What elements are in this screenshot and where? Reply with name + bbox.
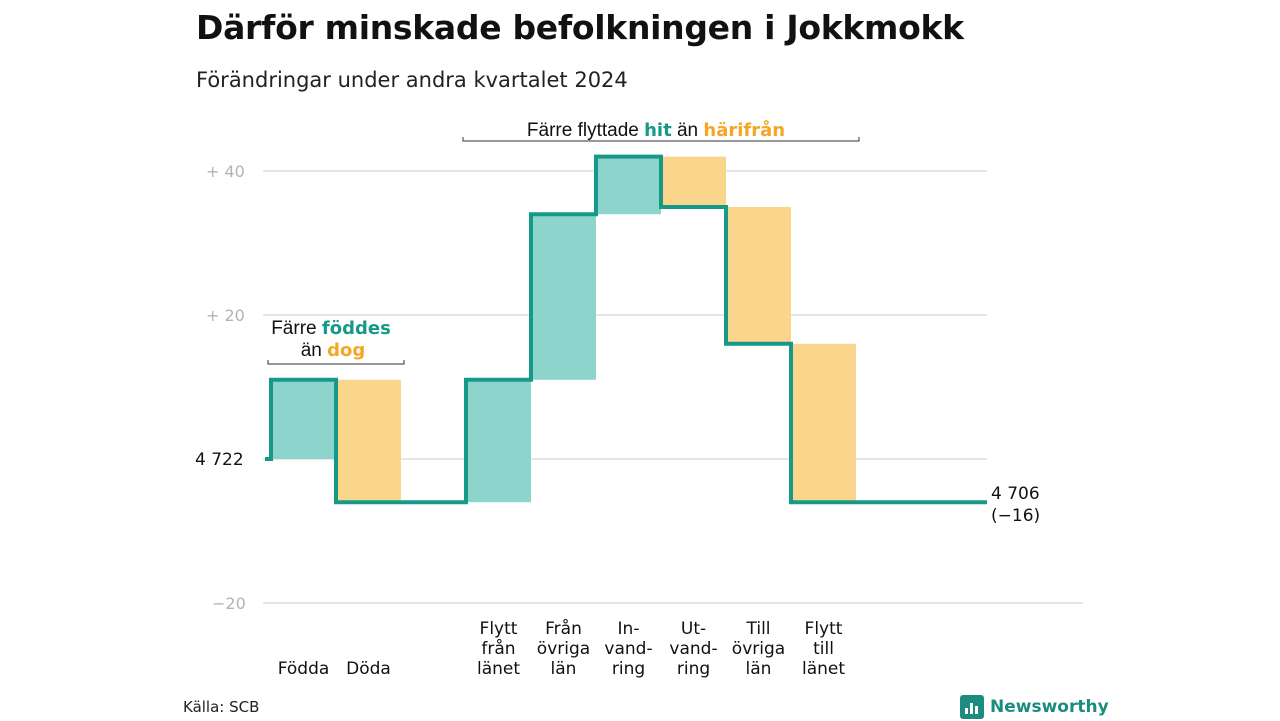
- category-label: Till övriga län: [732, 619, 785, 679]
- y-tick-label: −20: [212, 594, 246, 613]
- chart-subtitle: Förändringar under andra kvartalet 2024: [196, 68, 628, 92]
- category-label: Flytt till länet: [802, 619, 845, 679]
- chart-title: Därför minskade befolkningen i Jokkmokk: [196, 8, 964, 47]
- category-label: In-vand-ring: [604, 619, 652, 679]
- waterfall-bar: [791, 343, 856, 503]
- y-tick-label: + 40: [206, 162, 245, 181]
- waterfall-bar: [661, 156, 726, 207]
- brand-logo: Newsworthy: [960, 693, 1109, 721]
- start-value-label: 4 722: [195, 450, 244, 470]
- waterfall-bar: [271, 379, 336, 459]
- category-label: Födda: [278, 659, 330, 679]
- waterfall-bar: [596, 156, 661, 215]
- waterfall-bar: [336, 379, 401, 503]
- end-change-label: (−16): [991, 506, 1040, 526]
- cumulative-line: [265, 154, 987, 505]
- moves-bracket: [462, 137, 860, 142]
- category-label: Flytt från länet: [477, 619, 520, 679]
- births-annotation-line1: Färre föddes: [271, 318, 391, 339]
- y-tick-label: + 20: [206, 306, 245, 325]
- waterfall-bar: [466, 379, 531, 503]
- category-label: Från övriga län: [537, 618, 590, 679]
- bar-chart-icon: [960, 695, 984, 719]
- moves-annotation: Färre flyttade hit än härifrån: [527, 119, 785, 141]
- births-annotation-line2: än dog: [301, 340, 366, 361]
- births-bracket: [267, 360, 405, 365]
- category-label: Döda: [346, 659, 391, 679]
- category-label: Ut-vand-ring: [669, 619, 717, 679]
- end-value-label: 4 706: [991, 484, 1040, 504]
- brand-name: Newsworthy: [990, 697, 1109, 717]
- source-note: Källa: SCB: [183, 698, 260, 716]
- waterfall-bar: [531, 214, 596, 380]
- waterfall-bar: [726, 207, 791, 344]
